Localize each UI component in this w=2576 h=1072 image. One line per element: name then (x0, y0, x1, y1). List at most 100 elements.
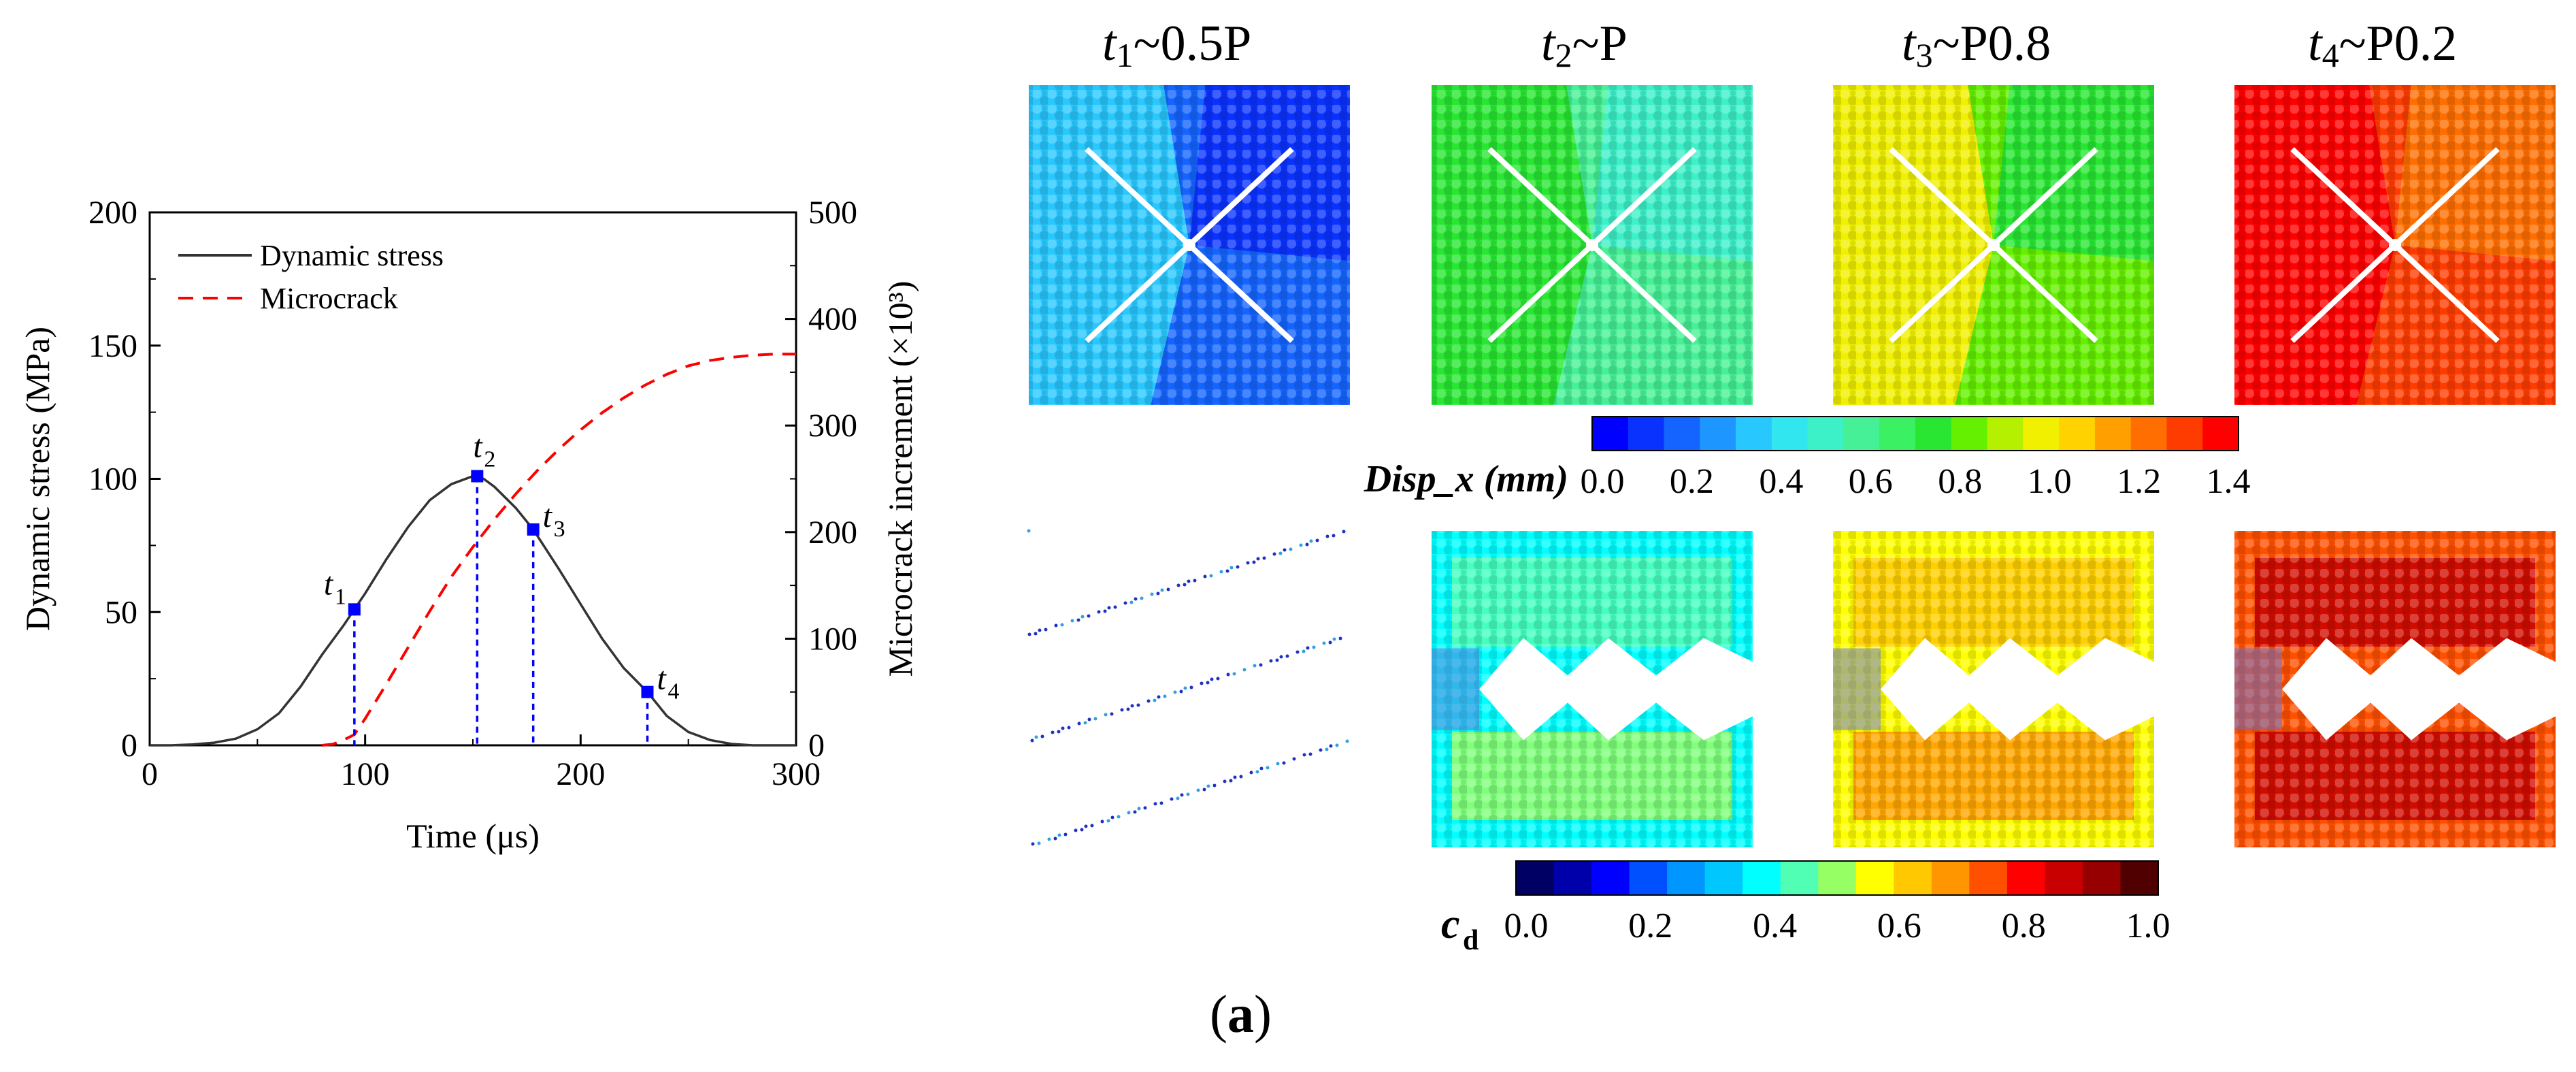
cd-colorbar: 0.0 0.2 0.4 0.6 0.8 1.0 c d (1441, 860, 2170, 956)
disp-colorbar-segment (1879, 417, 1916, 451)
y-right-axis-label: Microcrack increment (×10³) (881, 281, 919, 677)
crack-center (1183, 239, 1195, 251)
damage-panel-4 (2234, 531, 2556, 847)
damage-dot (1225, 569, 1229, 573)
damage-dot (1315, 538, 1319, 542)
damage-dot (1077, 721, 1081, 726)
series-line-microcrack (322, 353, 796, 747)
y-left-tick-label: 0 (121, 728, 137, 764)
y-left-tick-label: 100 (88, 461, 137, 498)
cd-colorbar-tick-label: 0.8 (2002, 907, 2046, 945)
disp-colorbar-label: Disp_x (mm) (1364, 458, 1568, 500)
damage-dot (1232, 672, 1236, 676)
cd-colorbar-tick-label: 0.6 (1877, 907, 1921, 945)
damage-crack-gap (2282, 638, 2556, 741)
damage-dot (1143, 806, 1147, 810)
marker-label: t (473, 429, 483, 465)
damage-dot (1206, 681, 1210, 685)
cd-colorbar-tick-label: 0.4 (1753, 907, 1797, 945)
damage-dot (1210, 677, 1214, 681)
damage-dot (1193, 579, 1197, 583)
cd-colorbar-segment (1629, 861, 1668, 895)
damage-dot (1103, 609, 1107, 613)
damage-dot (1186, 792, 1190, 796)
damage-dot (1076, 618, 1080, 622)
damage-dot (1292, 757, 1296, 761)
damage-dot (1335, 743, 1339, 747)
cd-colorbar-segment (1704, 861, 1743, 895)
damage-dot (1106, 819, 1110, 823)
damage-dot (1255, 770, 1259, 774)
damage-dot (1219, 570, 1223, 574)
cd-colorbar-segment (1855, 861, 1894, 895)
cd-colorbar-segment (1667, 861, 1706, 895)
damage-dot (1262, 556, 1266, 560)
damage-panel-2 (1432, 531, 1753, 847)
damage-dot (1037, 841, 1041, 845)
damage-dot (1040, 734, 1044, 738)
y-right-tick-label: 200 (808, 515, 857, 551)
disp-colorbar-segment (1736, 417, 1772, 451)
damage-dot (1229, 566, 1234, 570)
panel-title-t4: t4~P0.2 (2308, 15, 2457, 75)
disp-colorbar-tick-label: 1.2 (2117, 462, 2161, 501)
damage-dot (1212, 783, 1217, 787)
damage-dot (1282, 761, 1286, 765)
damage-dot (1140, 596, 1144, 600)
disp-colorbar-segment (1915, 417, 1952, 451)
cd-colorbar-segment (1743, 861, 1781, 895)
damage-dot (1183, 686, 1187, 690)
disp-colorbar: 0.0 0.2 0.4 0.6 0.8 1.0 1.2 1.4 Disp_x (mm) (1364, 416, 2251, 501)
panel-title-t1: t1~0.5P (1102, 15, 1251, 75)
cd-colorbar-segment (2007, 861, 2045, 895)
damage-dot (1189, 685, 1193, 689)
marker-point (641, 685, 654, 698)
damage-dot (1156, 591, 1160, 596)
damage-dot (1259, 766, 1264, 770)
disp-colorbar-segment (1951, 417, 1988, 451)
damage-dot (1322, 641, 1326, 645)
disp-colorbar-frame (1591, 416, 2239, 451)
damage-panel-3 (1833, 531, 2154, 847)
damage-dot (1325, 534, 1330, 538)
disp-colorbar-segment (1664, 417, 1700, 451)
damage-dot (1057, 833, 1061, 837)
damage-dot (1328, 640, 1332, 645)
damage-dot (1176, 796, 1180, 800)
damage-dot (1157, 695, 1161, 699)
panel-title-t2-suffix: ~P (1572, 16, 1628, 71)
cd-colorbar-tick-label: 0.0 (1504, 907, 1549, 945)
damage-dot (1129, 600, 1134, 604)
damage-dot (1259, 663, 1263, 667)
damage-dot (1090, 824, 1094, 828)
damage-dot (1239, 775, 1243, 779)
damage-dot (1209, 574, 1213, 578)
cd-colorbar-label-sub: d (1463, 925, 1479, 956)
legend-label: Microcrack (260, 282, 398, 315)
damage-dot (1053, 837, 1057, 841)
disp-colorbar-segment (1628, 417, 1665, 451)
disp-colorbar-tick-label: 0.8 (1938, 462, 1982, 501)
damage-dot (1196, 788, 1200, 792)
disp-colorbar-tick-label: 1.4 (2207, 462, 2251, 501)
figure-label: (a) (1210, 984, 1272, 1045)
y-right-tick-label: 300 (808, 408, 857, 444)
cd-colorbar-segment (2045, 861, 2083, 895)
x-tick-label: 300 (772, 756, 821, 792)
damage-dot (1127, 811, 1131, 815)
damage-dot (1203, 574, 1207, 579)
damage-dot (1110, 815, 1114, 819)
damage-dot (1146, 699, 1151, 703)
damage-dot (1163, 694, 1167, 698)
damage-side-zone (1432, 648, 1479, 730)
damage-dot (1051, 730, 1055, 734)
damage-dot (1093, 717, 1097, 721)
cd-colorbar-segment (1591, 861, 1630, 895)
legend-label: Dynamic stress (260, 239, 444, 272)
disp-colorbar-segment (2166, 417, 2203, 451)
damage-dot (1312, 645, 1316, 649)
disp-colorbar-segment (1807, 417, 1844, 451)
disp-colorbar-tick-label: 0.0 (1581, 462, 1625, 501)
panel-title-t1-sub: 1 (1116, 36, 1134, 74)
